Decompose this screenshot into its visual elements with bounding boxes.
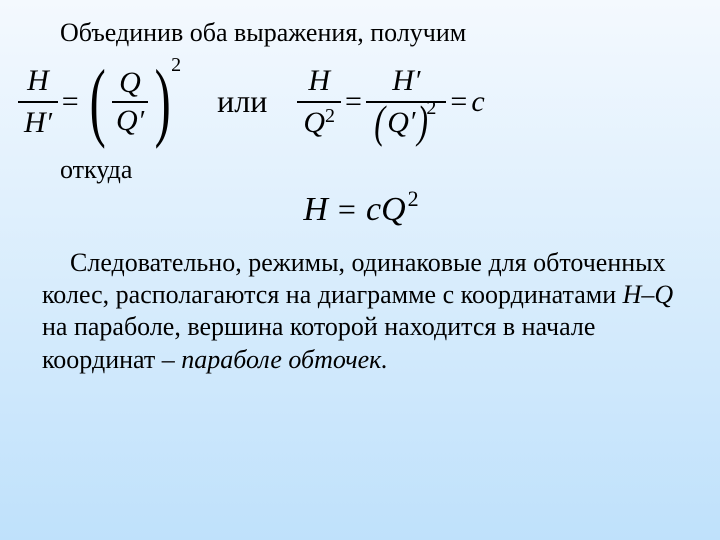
equation-row-2: H = cQ2 xyxy=(40,191,680,229)
frac-Q-Qprime: Q Q′ xyxy=(112,65,148,139)
eq2-c: c xyxy=(471,85,484,119)
hence-line: откуда xyxy=(60,155,680,185)
equation-row-1: H H′ = ( Q Q′ ) 2 или xyxy=(18,62,680,141)
connector-or: или xyxy=(217,83,267,120)
frac-Hp-Qp2: H′ ( Q′ ) 2 xyxy=(366,62,446,141)
eq1-left: H H′ = ( Q Q′ ) 2 xyxy=(18,62,187,141)
eq1-right-squared: ( Q Q′ ) xyxy=(83,65,177,139)
conclusion-paragraph: Следовательно, режимы, одинаковые для об… xyxy=(42,247,680,376)
frac-H-Q2: H Q2 xyxy=(297,62,341,141)
eq2: H Q2 = H′ ( Q′ ) 2 = c xyxy=(297,62,484,141)
eq3: H = cQ2 xyxy=(303,191,416,229)
frac-H-Hprime: H H′ xyxy=(18,62,58,141)
intro-line: Объединив оба выражения, получим xyxy=(60,18,680,48)
slide-root: Объединив оба выражения, получим H H′ = … xyxy=(0,0,720,540)
